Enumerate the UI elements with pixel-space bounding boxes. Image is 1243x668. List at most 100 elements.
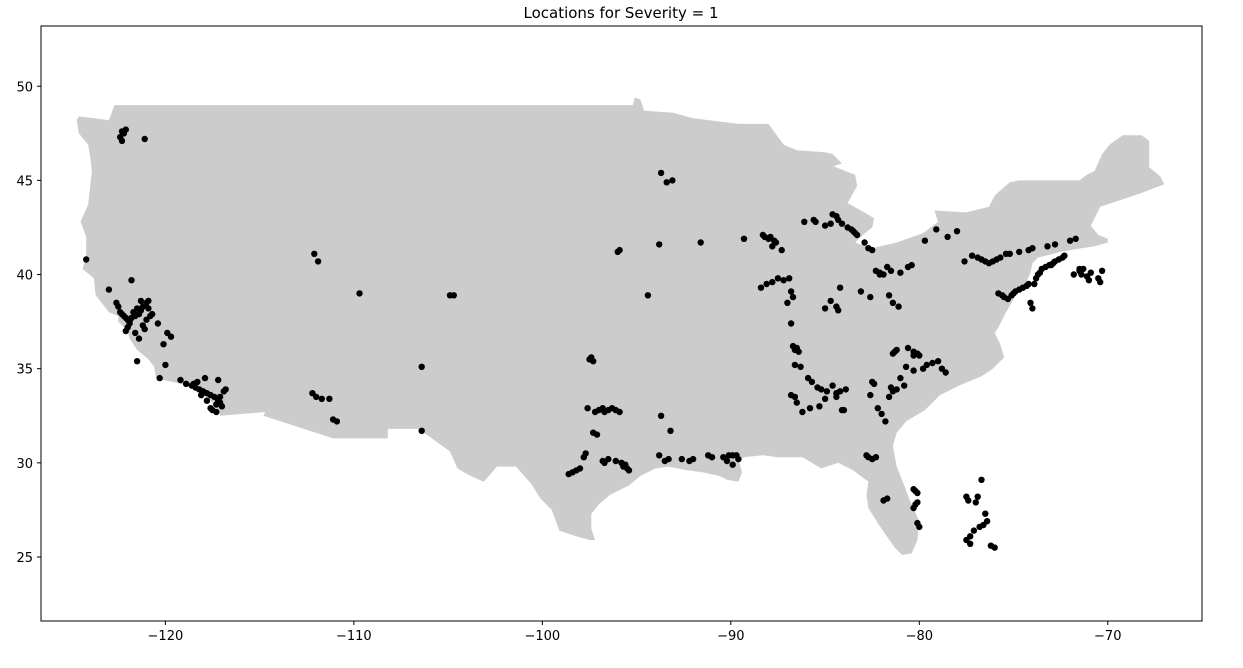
scatter-point: [582, 450, 589, 457]
scatter-point: [167, 333, 175, 340]
scatter-point: [897, 374, 904, 382]
scatter-point: [326, 395, 333, 402]
scatter-point: [874, 405, 881, 412]
scatter-point: [118, 137, 126, 145]
scatter-point: [190, 380, 197, 387]
scatter-point: [808, 378, 816, 386]
scatter-point: [622, 461, 629, 468]
scatter-point: [904, 344, 912, 352]
scatter-point: [872, 454, 880, 461]
scatter-point: [910, 504, 917, 512]
scatter-point: [311, 250, 318, 257]
scatter-point: [910, 352, 917, 359]
x-tick-label: −110: [336, 629, 372, 644]
scatter-point: [857, 288, 865, 295]
scatter-point: [786, 275, 793, 282]
scatter-point: [590, 429, 597, 436]
scatter-point: [661, 457, 668, 465]
scatter-point: [757, 284, 765, 291]
scatter-point: [840, 406, 848, 414]
scatter-point: [313, 393, 320, 401]
scatter-point: [198, 391, 205, 399]
scatter-point: [838, 220, 846, 227]
scatter-point: [780, 277, 787, 284]
scatter-point: [740, 235, 748, 242]
scatter-point: [833, 393, 840, 401]
scatter-point: [135, 335, 143, 342]
scatter-point: [1027, 299, 1034, 306]
scatter-point: [141, 135, 148, 143]
scatter-point: [450, 292, 457, 299]
scatter-point: [789, 293, 797, 301]
scatter-point: [787, 288, 795, 295]
scatter-point: [944, 233, 951, 241]
x-tick-label: −100: [524, 629, 560, 644]
scatter-point: [806, 405, 814, 412]
scatter-point: [791, 361, 799, 369]
scatter-point: [1097, 278, 1104, 286]
scatter-point: [220, 388, 227, 395]
scatter-point: [887, 384, 895, 391]
scatter-point: [1098, 267, 1106, 274]
y-axis: 25 30 35 40 45 50: [16, 80, 41, 566]
scatter-point: [821, 395, 829, 402]
scatter-point: [827, 297, 834, 305]
scatter-point: [149, 310, 156, 318]
scatter-point: [897, 269, 904, 276]
scatter-point: [735, 455, 742, 463]
scatter-point: [968, 252, 976, 259]
scatter-point: [1061, 252, 1068, 259]
scatter-point: [137, 297, 145, 305]
scatter-point: [827, 220, 834, 227]
scatter-point: [934, 358, 942, 365]
scatter-point: [974, 493, 981, 500]
scatter-point: [656, 452, 663, 459]
scatter-point: [218, 403, 226, 410]
scatter-point: [669, 177, 676, 184]
y-tick-label: 30: [16, 457, 33, 472]
scatter-points-layer: [83, 126, 1106, 551]
y-tick-label: 35: [16, 363, 33, 378]
scatter-point: [942, 369, 949, 376]
scatter-point: [657, 412, 665, 419]
scatter-point: [829, 382, 836, 389]
scatter-point: [1076, 265, 1083, 273]
scatter-point: [1087, 269, 1095, 276]
axes-frame: [40, 25, 1203, 622]
scatter-point: [154, 320, 162, 327]
y-tick-label: 50: [16, 80, 33, 95]
scatter-point: [910, 367, 917, 374]
scatter-point: [203, 397, 211, 404]
y-tick-label: 25: [16, 551, 33, 566]
scatter-point: [115, 303, 122, 310]
scatter-point: [863, 452, 870, 459]
scatter-point: [812, 218, 819, 225]
scatter-point: [970, 527, 978, 534]
scatter-point: [921, 237, 929, 244]
scatter-point: [605, 455, 612, 463]
scatter-point: [867, 391, 874, 399]
scatter-point: [887, 267, 895, 274]
scatter-point: [697, 239, 704, 246]
scatter-point: [885, 393, 893, 401]
scatter-point: [991, 544, 998, 551]
scatter-point: [836, 284, 844, 291]
scatter-point: [1029, 305, 1036, 312]
scatter-point: [953, 228, 961, 235]
scatter-point: [882, 418, 889, 425]
scatter-point: [1016, 248, 1023, 256]
scatter-point: [689, 455, 697, 463]
scatter-point: [901, 382, 908, 389]
scatter-point: [1029, 245, 1036, 252]
scatter-point: [869, 246, 876, 254]
scatter-point: [784, 299, 791, 306]
scatter-point: [836, 388, 844, 395]
scatter-point: [974, 254, 981, 261]
scatter-point: [821, 305, 829, 312]
scatter-point: [1070, 271, 1078, 278]
scatter-point: [916, 352, 923, 359]
scatter-point: [923, 361, 930, 369]
scatter-point: [880, 271, 887, 278]
